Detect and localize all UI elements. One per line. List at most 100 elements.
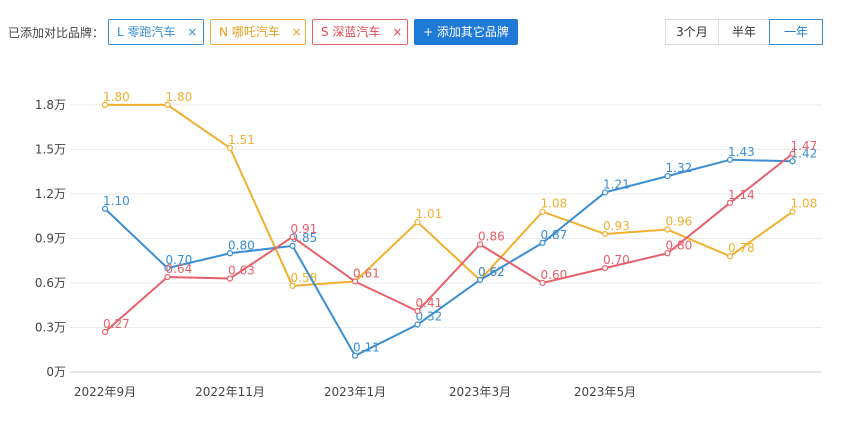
data-label: 0.63 — [228, 264, 255, 278]
data-label: 0.80 — [228, 238, 255, 252]
brand-tag-neta[interactable]: N 哪吒汽车 × — [210, 19, 306, 45]
series-line-2 — [104, 158, 793, 357]
y-tick-label: 1.5万 — [35, 142, 66, 156]
data-label: 0.91 — [291, 222, 318, 236]
close-icon[interactable]: × — [291, 25, 302, 39]
data-label: 0.87 — [541, 228, 568, 242]
data-point — [476, 241, 484, 248]
data-label: 0.70 — [166, 253, 193, 267]
data-point — [539, 279, 546, 287]
data-label: 1.14 — [728, 188, 755, 202]
data-label: 1.47 — [791, 139, 818, 153]
series-line-1 — [105, 103, 794, 287]
data-label: 0.80 — [666, 238, 693, 252]
data-point — [351, 352, 359, 359]
data-point — [164, 265, 171, 272]
close-icon[interactable]: × — [392, 25, 403, 39]
data-point — [226, 144, 234, 152]
data-point — [601, 189, 609, 196]
data-point — [664, 173, 671, 180]
compare-label: 已添加对比品牌： — [8, 26, 105, 40]
data-label: 0.60 — [541, 268, 568, 282]
data-label: 0.70 — [603, 253, 630, 267]
brand-name: 哪吒汽车 — [231, 25, 280, 39]
series-line-3 — [104, 153, 794, 333]
data-label: 0.96 — [666, 215, 693, 229]
data-point — [164, 101, 171, 108]
data-label: 0.61 — [353, 266, 380, 280]
y-tick-label: 1.2万 — [35, 187, 66, 201]
data-point — [414, 321, 421, 328]
data-point — [789, 158, 796, 165]
add-brand-button[interactable]: + 添加其它品牌 — [414, 19, 518, 45]
data-label: 1.42 — [791, 146, 818, 160]
range-one-year-button[interactable]: 一年 — [769, 19, 823, 45]
data-point — [351, 278, 359, 285]
data-label: 0.62 — [478, 265, 505, 279]
data-label: 0.61 — [353, 266, 380, 280]
close-icon[interactable]: × — [187, 25, 198, 39]
y-tick-label: 0.6万 — [35, 276, 66, 290]
data-point — [101, 205, 109, 212]
data-label: 1.80 — [166, 90, 193, 104]
data-point — [601, 265, 609, 272]
data-point — [789, 150, 796, 157]
data-point — [414, 219, 421, 226]
y-tick-label: 0万 — [46, 365, 66, 379]
data-label: 0.32 — [416, 310, 443, 324]
y-tick-label: 1.8万 — [35, 98, 66, 112]
data-point — [539, 208, 546, 215]
x-tick-label: 2022年11月 — [195, 385, 265, 399]
data-label: 1.10 — [103, 194, 130, 208]
data-label: 0.64 — [166, 262, 193, 276]
data-point — [226, 275, 234, 282]
data-label: 1.51 — [228, 133, 255, 147]
brand-letter: L — [117, 25, 124, 39]
data-point — [664, 226, 671, 233]
range-half-year-button[interactable]: 半年 — [718, 19, 770, 45]
data-point — [476, 276, 484, 284]
data-point — [101, 328, 109, 336]
data-label: 1.08 — [541, 197, 568, 211]
data-label: 0.93 — [603, 219, 630, 233]
data-label: 1.01 — [416, 207, 443, 221]
data-point — [726, 156, 734, 163]
data-point — [289, 242, 296, 249]
x-tick-label: 2022年9月 — [74, 385, 136, 399]
data-label: 0.27 — [103, 317, 130, 331]
data-point — [664, 250, 671, 257]
data-point — [226, 250, 234, 257]
data-label: 1.32 — [666, 161, 693, 175]
x-tick-label: 2023年5月 — [574, 385, 636, 399]
time-range-selector: 3个月 半年 一年 — [665, 19, 823, 45]
y-tick-label: 0.9万 — [35, 231, 66, 245]
data-label: 1.80 — [103, 90, 130, 104]
toolbar: 已添加对比品牌： L 零跑汽车 × N 哪吒汽车 × S 深蓝汽车 × + 添加… — [0, 0, 852, 64]
data-label: 0.86 — [478, 229, 505, 243]
data-label: 0.11 — [353, 341, 380, 355]
data-point — [789, 208, 796, 215]
data-point — [101, 101, 109, 108]
brand-name: 深蓝汽车 — [332, 25, 381, 39]
data-label: 1.21 — [603, 177, 630, 191]
data-point — [539, 239, 546, 246]
brand-tag-leapmotor[interactable]: L 零跑汽车 × — [108, 19, 204, 45]
data-point — [289, 233, 296, 241]
brand-letter: S — [321, 25, 329, 39]
x-tick-label: 2023年3月 — [449, 385, 511, 399]
y-tick-label: 0.3万 — [35, 320, 66, 334]
data-point — [726, 199, 734, 206]
data-point — [289, 282, 296, 290]
data-point — [414, 308, 421, 315]
data-point — [726, 253, 734, 260]
brand-tag-deepal[interactable]: S 深蓝汽车 × — [312, 19, 408, 45]
data-point — [164, 273, 171, 281]
x-tick-label: 2023年1月 — [324, 385, 386, 399]
data-label: 0.58 — [291, 271, 318, 285]
brand-letter: N — [219, 25, 228, 39]
data-label: 0.41 — [416, 296, 443, 310]
data-label: 1.08 — [791, 197, 818, 211]
data-label: 0.78 — [728, 241, 755, 255]
range-3-months-button[interactable]: 3个月 — [665, 19, 719, 45]
